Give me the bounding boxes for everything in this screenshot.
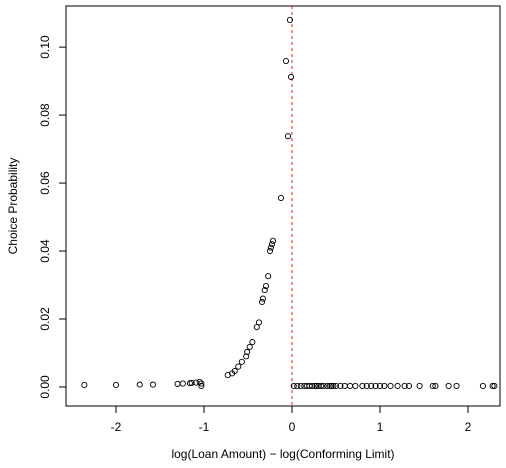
point bbox=[238, 358, 245, 365]
point bbox=[259, 298, 266, 306]
point bbox=[262, 282, 270, 290]
point bbox=[81, 381, 88, 388]
point bbox=[290, 382, 297, 389]
point bbox=[453, 382, 460, 389]
x-tick-label: 2 bbox=[465, 420, 472, 434]
point bbox=[324, 382, 331, 389]
point bbox=[243, 353, 250, 360]
point bbox=[387, 382, 394, 389]
point bbox=[198, 382, 205, 389]
x-axis-label: log(Loan Amount) − log(Conforming Limit) bbox=[171, 447, 394, 461]
point bbox=[320, 382, 327, 389]
point bbox=[372, 382, 379, 389]
point bbox=[265, 273, 272, 280]
x-tick-label: 1 bbox=[377, 420, 384, 434]
point bbox=[267, 244, 274, 251]
point bbox=[297, 382, 304, 389]
point bbox=[416, 382, 423, 389]
point bbox=[429, 382, 436, 389]
point bbox=[231, 367, 238, 375]
point bbox=[246, 343, 253, 350]
point bbox=[249, 339, 256, 346]
point bbox=[445, 382, 452, 389]
y-tick-label: 0.06 bbox=[38, 171, 52, 195]
point bbox=[401, 382, 408, 389]
y-tick-label: 0.04 bbox=[38, 239, 52, 263]
point bbox=[269, 237, 277, 244]
x-tick-label: -1 bbox=[199, 420, 210, 434]
y-tick-label: 0.00 bbox=[38, 375, 52, 399]
point bbox=[491, 382, 498, 389]
y-axis-label: Choice Probability bbox=[6, 158, 20, 255]
point bbox=[332, 382, 340, 389]
point bbox=[266, 247, 274, 255]
point bbox=[261, 287, 268, 294]
point bbox=[174, 380, 181, 387]
point bbox=[432, 382, 439, 389]
point bbox=[352, 382, 359, 389]
point bbox=[381, 382, 388, 389]
point bbox=[235, 363, 242, 370]
point bbox=[287, 73, 295, 81]
point bbox=[188, 379, 195, 386]
y-tick-label: 0.08 bbox=[38, 103, 52, 127]
point bbox=[277, 194, 285, 202]
point bbox=[309, 382, 316, 389]
point bbox=[317, 382, 325, 389]
point bbox=[253, 324, 260, 331]
y-tick-label: 0.02 bbox=[38, 307, 52, 331]
point bbox=[268, 241, 276, 248]
point bbox=[326, 382, 333, 389]
point bbox=[328, 382, 335, 389]
point bbox=[311, 382, 318, 389]
point bbox=[259, 295, 266, 302]
point bbox=[405, 382, 413, 389]
point bbox=[149, 381, 156, 388]
point bbox=[244, 348, 251, 356]
point bbox=[284, 133, 292, 140]
point bbox=[347, 382, 354, 389]
point bbox=[337, 382, 344, 389]
point bbox=[363, 382, 370, 389]
point bbox=[136, 381, 143, 388]
point bbox=[313, 382, 320, 389]
point bbox=[376, 382, 384, 389]
point bbox=[489, 382, 496, 389]
y-tick-label: 0.10 bbox=[38, 35, 52, 59]
point bbox=[282, 58, 290, 65]
x-tick-label: -2 bbox=[111, 420, 122, 434]
point bbox=[359, 382, 366, 389]
x-tick-label: 0 bbox=[289, 420, 296, 434]
plot-box bbox=[65, 5, 501, 407]
point bbox=[394, 382, 401, 389]
point bbox=[255, 319, 263, 326]
point bbox=[294, 382, 301, 389]
point bbox=[286, 16, 294, 23]
point bbox=[112, 381, 120, 388]
point bbox=[479, 382, 486, 389]
point bbox=[198, 380, 205, 387]
point bbox=[179, 380, 186, 387]
point bbox=[330, 382, 337, 389]
point bbox=[368, 382, 375, 389]
